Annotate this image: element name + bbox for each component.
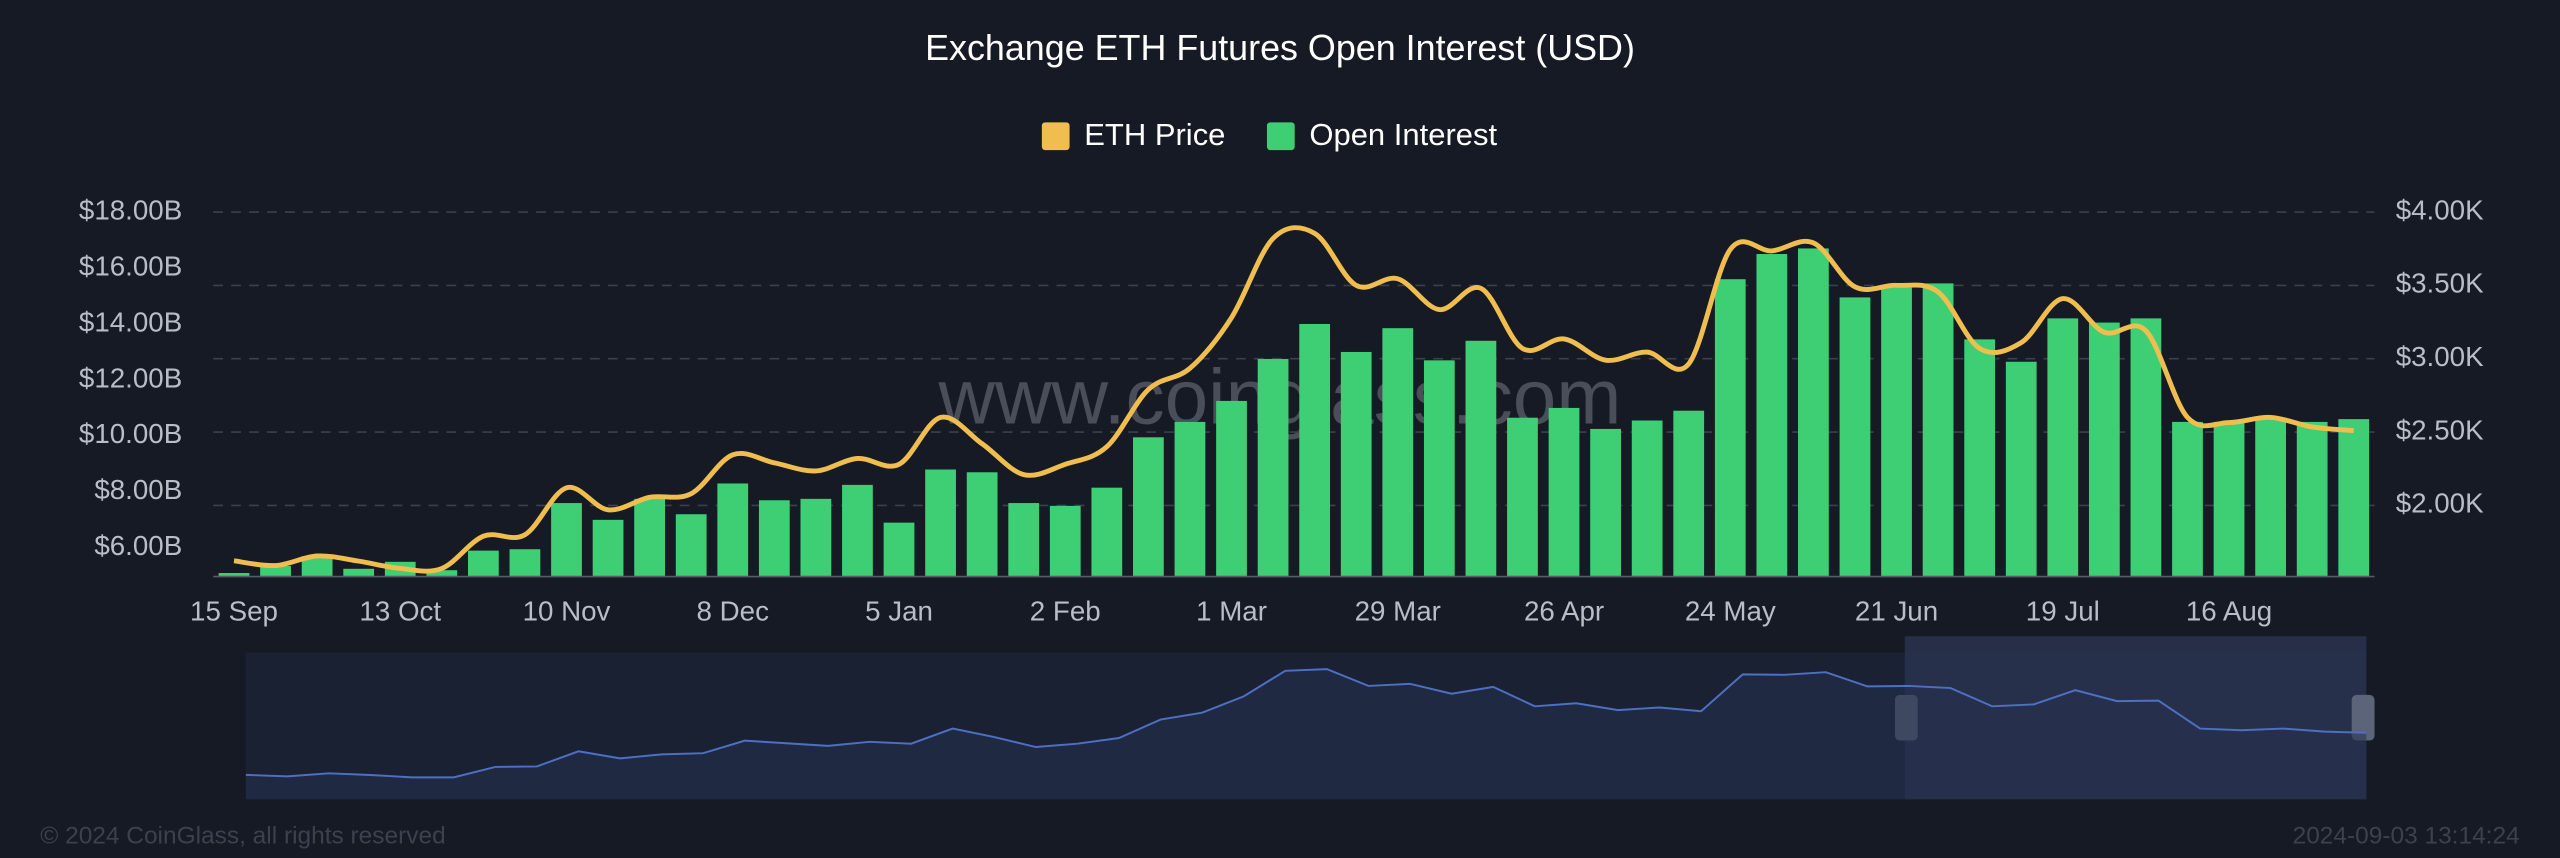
y-tick-label: $12.00B	[79, 362, 182, 393]
y2-tick-label: $2.50K	[2396, 414, 2484, 445]
y2-tick-label: $2.00K	[2396, 488, 2484, 519]
bar	[1631, 420, 1663, 576]
bar	[1507, 417, 1538, 576]
bar	[260, 566, 291, 576]
bar	[1922, 283, 1954, 576]
x-tick-label: 15 Sep	[190, 596, 278, 627]
bar	[1964, 339, 1996, 576]
bar	[1714, 279, 1746, 576]
bar	[1049, 505, 1081, 576]
y2-tick-label: $3.50K	[2396, 268, 2484, 299]
bar	[509, 549, 541, 576]
bar	[1548, 407, 1580, 576]
bar	[1756, 254, 1788, 576]
y-tick-label: $18.00B	[79, 194, 182, 225]
y-tick-label: $6.00B	[94, 530, 182, 561]
bar	[218, 573, 250, 576]
x-tick-label: 24 May	[1685, 596, 1776, 627]
bar	[1091, 487, 1123, 576]
bar	[1216, 400, 1247, 576]
bar	[1174, 421, 1206, 576]
timestamp: 2024-09-03 13:14:24	[2293, 822, 2520, 849]
y-tick-label: $16.00B	[79, 250, 182, 281]
bar	[634, 498, 666, 576]
bar	[1839, 297, 1871, 576]
bar	[2172, 421, 2203, 576]
y2-tick-label: $4.00K	[2396, 194, 2484, 225]
navigator-handle-right[interactable]	[2351, 694, 2375, 741]
bar	[1590, 428, 1621, 576]
copyright: © 2024 CoinGlass, all rights reserved	[40, 822, 445, 849]
x-tick-label: 10 Nov	[523, 596, 611, 627]
bar	[1465, 340, 1497, 576]
bar	[2296, 421, 2328, 576]
bar	[1382, 328, 1414, 576]
legend-label: Open Interest	[1309, 117, 1497, 152]
bar	[675, 514, 707, 576]
bar	[2213, 421, 2245, 576]
bar	[2255, 419, 2286, 576]
bar	[1673, 410, 1705, 576]
bar	[592, 519, 624, 576]
bar	[551, 503, 582, 576]
bar	[1257, 358, 1289, 576]
x-tick-label: 16 Aug	[2186, 596, 2272, 627]
bar	[1008, 503, 1040, 576]
line	[233, 225, 2354, 574]
bar	[883, 522, 915, 576]
bar	[1340, 351, 1372, 576]
bar	[2338, 419, 2370, 576]
bar	[842, 484, 873, 576]
legend-swatch[interactable]	[1041, 122, 1070, 151]
bar	[717, 483, 749, 576]
bar	[467, 550, 499, 576]
bar	[2088, 322, 2120, 576]
bar	[1133, 437, 1164, 576]
bar	[1299, 323, 1331, 576]
legend: ETH Price Open Interest	[1041, 117, 1497, 152]
x-tick-label: 8 Dec	[697, 596, 770, 627]
x-tick-label: 13 Oct	[359, 596, 441, 627]
y-tick-label: $10.00B	[79, 418, 182, 449]
x-tick-label: 19 Jul	[2026, 596, 2100, 627]
bar	[426, 570, 458, 576]
navigator-area	[245, 669, 2367, 800]
navigator-line	[245, 668, 2367, 779]
chart-title: Exchange ETH Futures Open Interest (USD)	[925, 28, 1635, 68]
bar	[925, 469, 956, 576]
navigator	[245, 636, 2375, 800]
bar	[1881, 287, 1912, 576]
x-tick-label: 2 Feb	[1030, 596, 1101, 627]
x-tick-label: 5 Jan	[865, 596, 933, 627]
legend-swatch[interactable]	[1266, 122, 1295, 151]
bar	[2047, 318, 2079, 576]
bar	[301, 556, 333, 576]
y-tick-label: $14.00B	[79, 306, 182, 337]
y2-tick-label: $3.00K	[2396, 341, 2484, 372]
bar	[966, 472, 998, 576]
legend-label: ETH Price	[1084, 117, 1225, 152]
x-tick-label: 29 Mar	[1355, 596, 1441, 627]
bar	[2130, 318, 2162, 576]
bar	[1423, 360, 1455, 576]
bar	[758, 500, 790, 576]
x-tick-label: 21 Jun	[1855, 596, 1938, 627]
x-tick-label: 26 Apr	[1524, 596, 1604, 627]
bar	[2005, 361, 2037, 576]
bar	[1798, 248, 1829, 576]
y-tick-label: $8.00B	[94, 474, 182, 505]
bar	[800, 498, 832, 576]
x-tick-label: 1 Mar	[1196, 596, 1267, 627]
bar	[343, 568, 375, 576]
